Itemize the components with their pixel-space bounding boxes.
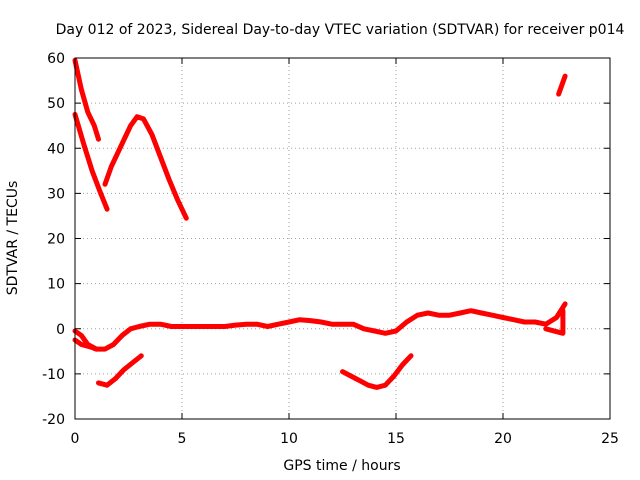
y-axis-label: SDTVAR / TECUs bbox=[5, 181, 21, 296]
series-arc-7 bbox=[340, 353, 414, 390]
y-tick-label: 10 bbox=[47, 277, 65, 293]
data-series bbox=[72, 57, 568, 390]
chart-title: Day 012 of 2023, Sidereal Day-to-day VTE… bbox=[56, 22, 625, 38]
y-tick-label: 50 bbox=[47, 96, 65, 112]
series-arc-4 bbox=[72, 301, 568, 352]
x-tick-label: 15 bbox=[387, 431, 405, 447]
x-tick-label: 20 bbox=[494, 431, 512, 447]
y-tick-label: 60 bbox=[47, 51, 65, 67]
y-tick-label: 30 bbox=[47, 186, 65, 202]
y-tick-label: 20 bbox=[47, 232, 65, 248]
series-arc-3 bbox=[102, 114, 189, 221]
series-arc-6 bbox=[96, 353, 144, 388]
y-tick-label: 0 bbox=[56, 322, 65, 338]
x-tick-label: 10 bbox=[280, 431, 298, 447]
y-tick-label: 40 bbox=[47, 141, 65, 157]
series-arc-2 bbox=[72, 111, 110, 212]
grid-lines bbox=[75, 58, 610, 419]
x-tick-label: 5 bbox=[178, 431, 187, 447]
x-tick-label: 0 bbox=[71, 431, 80, 447]
y-tick-label: -20 bbox=[42, 412, 65, 428]
series-arc-5 bbox=[72, 337, 99, 352]
series-arc-9 bbox=[556, 73, 568, 97]
x-tick-label: 25 bbox=[601, 431, 619, 447]
x-axis-label: GPS time / hours bbox=[283, 458, 400, 474]
series-arc-8 bbox=[543, 308, 566, 336]
series-arc-1 bbox=[72, 57, 101, 142]
axis-ticks: 0 5 10 15 20 25 -20 -10 0 10 20 30 40 50 60 bbox=[42, 51, 619, 447]
y-tick-label: -10 bbox=[42, 367, 65, 383]
